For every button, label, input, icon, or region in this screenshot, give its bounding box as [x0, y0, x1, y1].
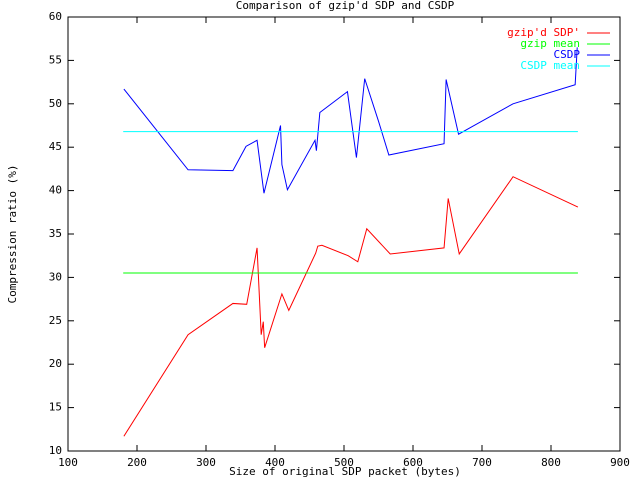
series-line — [123, 47, 578, 194]
x-tick-label: 700 — [472, 456, 492, 469]
y-tick-label: 55 — [49, 53, 62, 66]
y-tick-label: 20 — [49, 357, 62, 370]
x-tick-label: 300 — [196, 456, 216, 469]
plot-frame — [67, 16, 621, 452]
y-tick-label: 10 — [49, 444, 62, 457]
x-tick-label: 800 — [541, 456, 561, 469]
y-tick-label: 45 — [49, 140, 62, 153]
legend-label: gzip mean — [520, 37, 580, 50]
y-tick-label: 30 — [49, 270, 62, 283]
y-tick-label: 25 — [49, 314, 62, 327]
legend-label: CSDP — [554, 48, 581, 61]
x-tick-label: 100 — [58, 456, 78, 469]
x-axis-label: Size of original SDP packet (bytes) — [229, 465, 461, 478]
legend-label: gzip'd SDP' — [507, 26, 580, 39]
x-tick-label: 900 — [610, 456, 630, 469]
legend-label: CSDP mean — [520, 59, 580, 72]
y-tick-label: 40 — [49, 184, 62, 197]
y-tick-label: 15 — [49, 401, 62, 414]
x-tick-label: 200 — [127, 456, 147, 469]
y-tick-label: 50 — [49, 97, 62, 110]
x-tick-label: 500 — [334, 456, 354, 469]
y-tick-label: 35 — [49, 227, 62, 240]
chart-title: Comparison of gzip'd SDP and CSDP — [236, 0, 455, 12]
y-axis-label: Compression ratio (%) — [6, 164, 19, 303]
series-line — [123, 176, 579, 437]
x-tick-label: 600 — [403, 456, 423, 469]
y-tick-label: 60 — [49, 10, 62, 23]
x-tick-label: 400 — [265, 456, 285, 469]
